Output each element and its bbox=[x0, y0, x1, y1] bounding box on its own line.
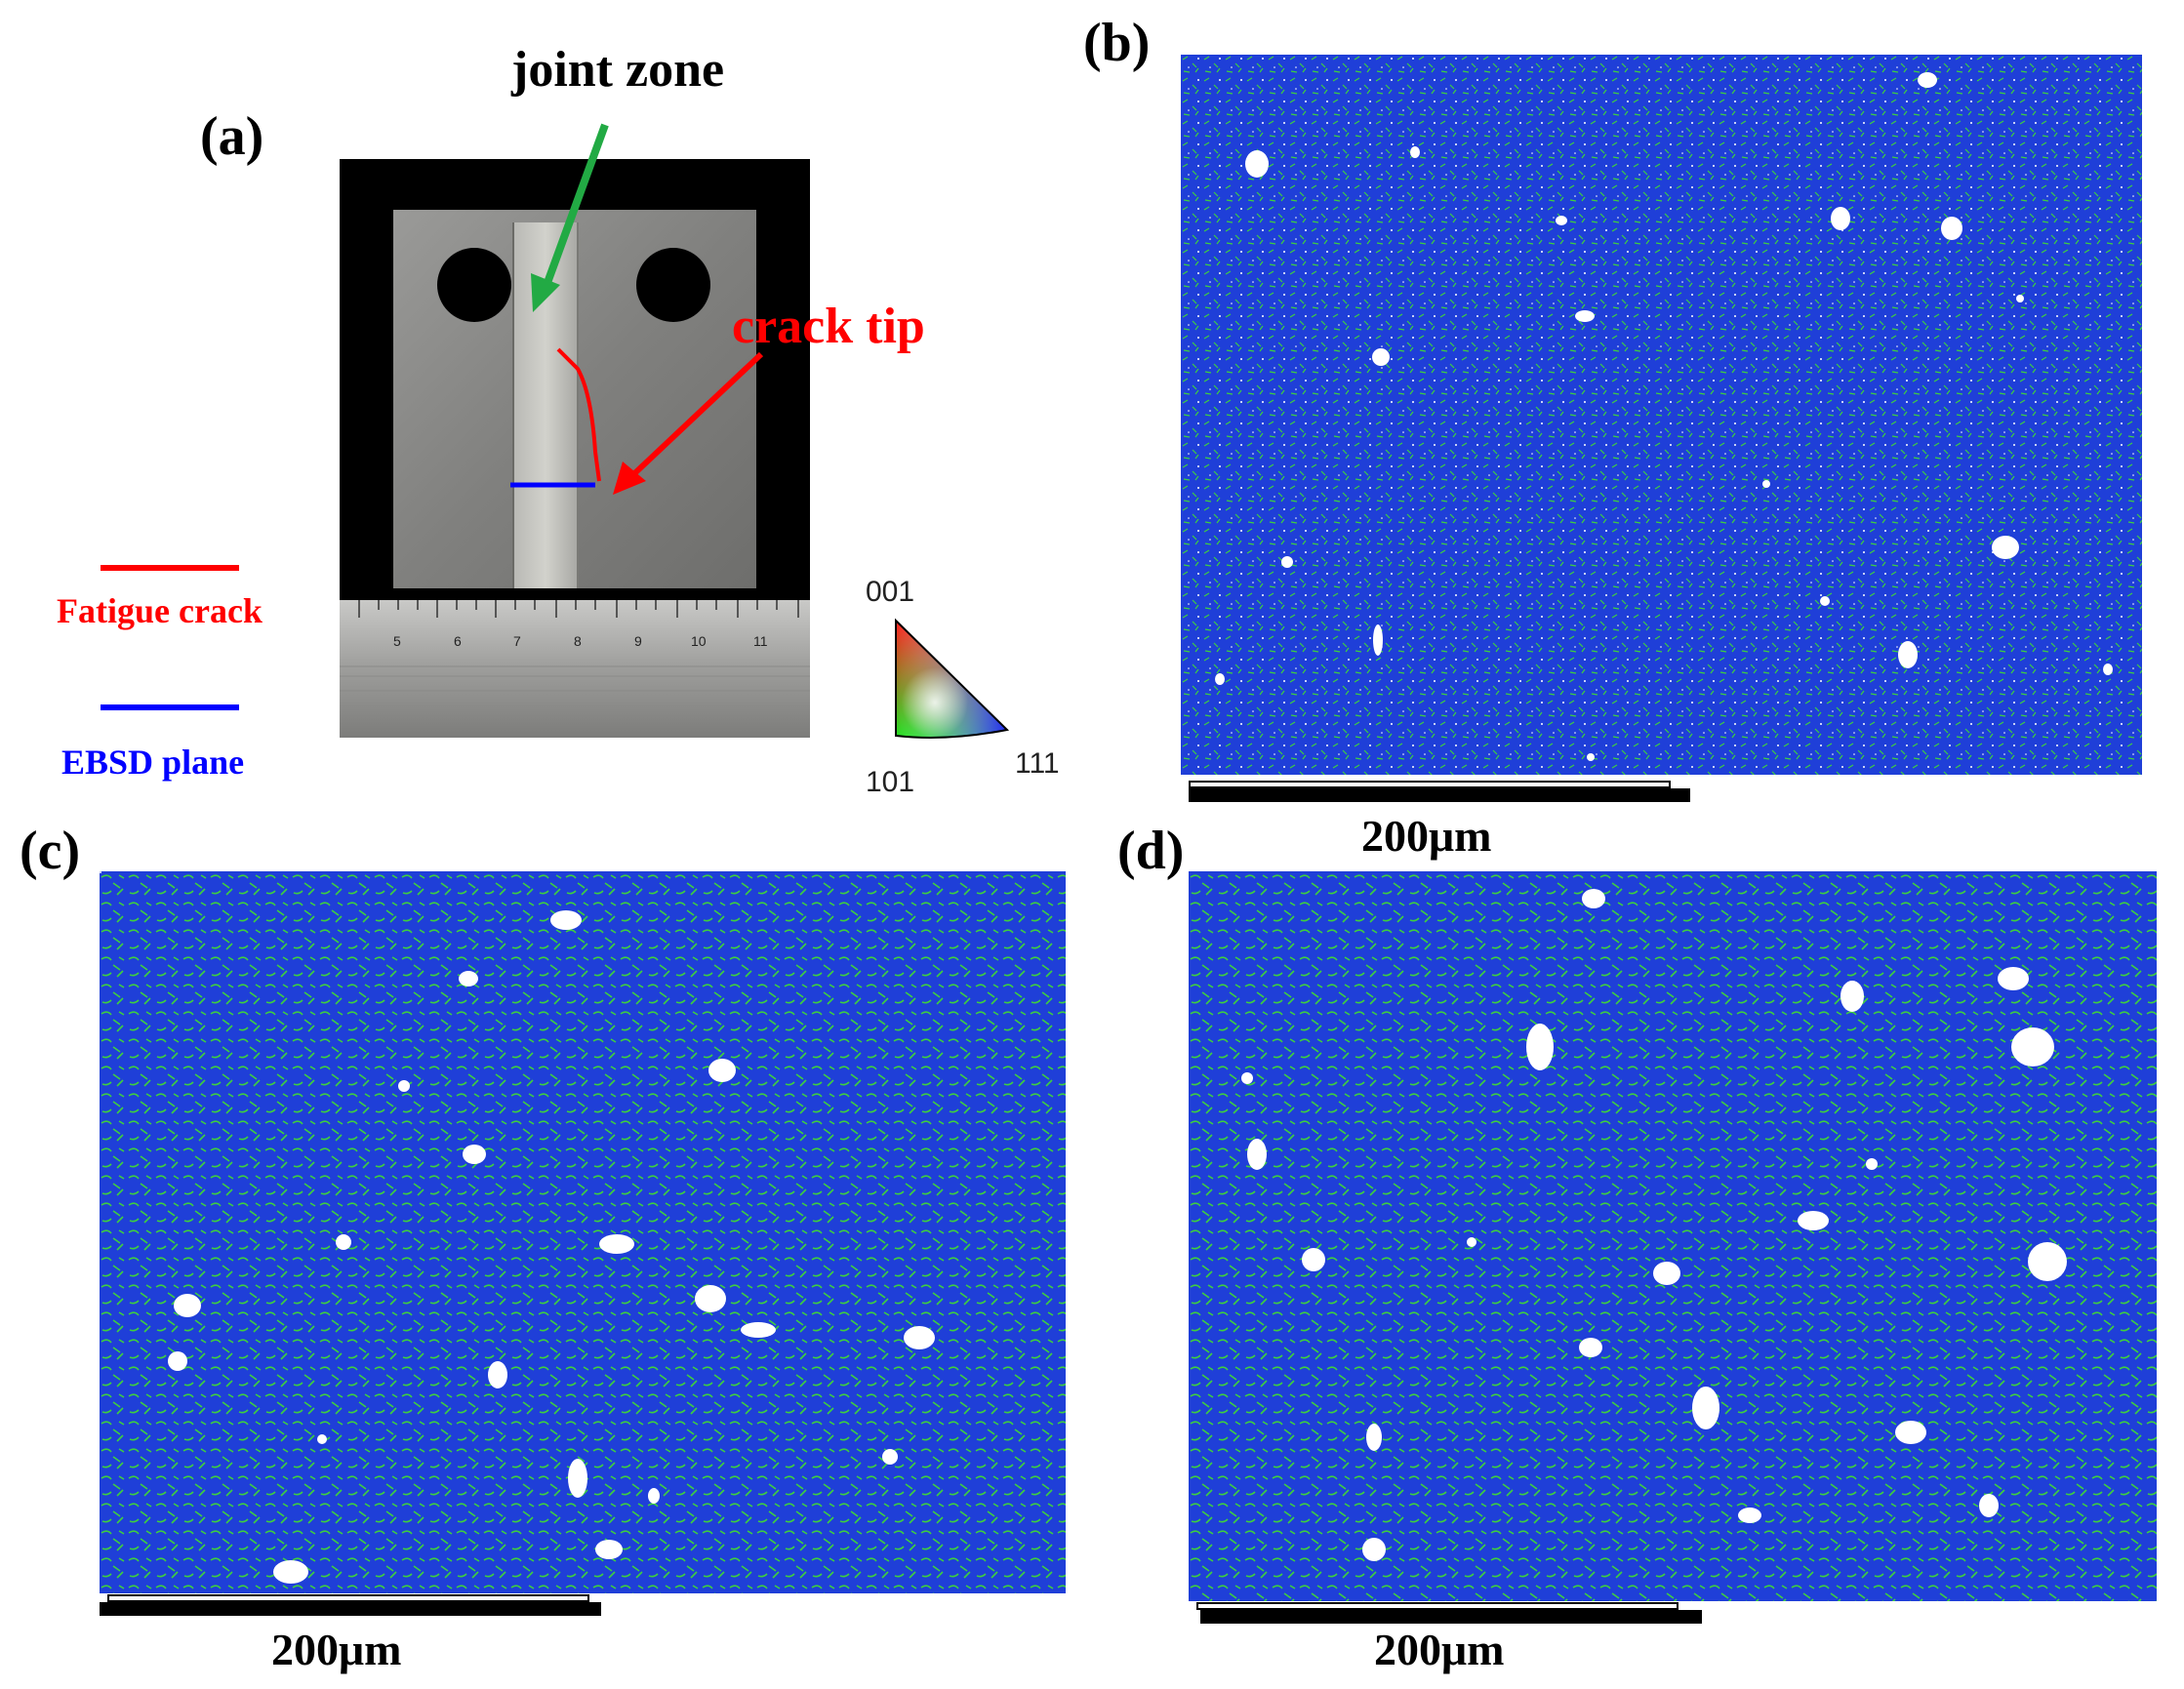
panel-c-scale-bar-label: 200μm bbox=[271, 1625, 402, 1674]
legend-fatigue-crack-swatch bbox=[101, 565, 239, 571]
ruler-ticks bbox=[358, 600, 799, 618]
crack-tip-arrow bbox=[613, 351, 764, 495]
ipf-color-key-triangle bbox=[895, 618, 1010, 739]
panel-d-scale-bar bbox=[1200, 1610, 1702, 1624]
ipf-key-label-101: 101 bbox=[866, 766, 915, 798]
panel-d-ebsd-map bbox=[1189, 871, 2157, 1601]
panel-b-scale-bar bbox=[1189, 788, 1690, 802]
ruler-tick-label: 9 bbox=[634, 633, 642, 649]
ruler-tick-label: 8 bbox=[574, 633, 582, 649]
ruler-tick-label: 10 bbox=[691, 633, 707, 649]
panel-b-label: (b) bbox=[1083, 13, 1151, 73]
crack-tip-label: crack tip bbox=[732, 299, 925, 354]
ruler-tick-label: 11 bbox=[753, 633, 768, 649]
joint-zone-arrow bbox=[531, 123, 609, 312]
legend-ebsd-plane-swatch bbox=[101, 704, 239, 710]
ruler-tick-label: 5 bbox=[393, 633, 401, 649]
panel-d-scale-bar-outline bbox=[1196, 1602, 1678, 1610]
panel-b-ebsd-map bbox=[1181, 55, 2142, 775]
specimen-photo-drawing bbox=[340, 210, 810, 738]
legend-ebsd-plane-label: EBSD plane bbox=[61, 743, 245, 782]
panel-d-particles bbox=[1241, 889, 2067, 1561]
panel-b-particles bbox=[1215, 72, 2113, 761]
legend-fatigue-crack-label: Fatigue crack bbox=[57, 591, 263, 630]
specimen-hole-left bbox=[437, 248, 511, 322]
panel-c-particles bbox=[100, 871, 935, 1584]
ipf-key-label-111: 111 bbox=[1015, 747, 1060, 780]
specimen-photo: 5 6 7 8 9 10 11 bbox=[340, 159, 810, 738]
ruler-tick-label: 6 bbox=[454, 633, 462, 649]
panel-a-label: (a) bbox=[200, 106, 264, 167]
specimen-hole-right bbox=[636, 248, 710, 322]
fatigue-crack-line bbox=[556, 347, 601, 482]
panel-c-scale-bar bbox=[100, 1602, 601, 1616]
ipf-key-label-001: 001 bbox=[866, 576, 915, 608]
panel-c-ebsd-map bbox=[100, 871, 1066, 1593]
panel-c-label: (c) bbox=[20, 821, 81, 881]
panel-d-label: (d) bbox=[1117, 821, 1185, 881]
joint-zone-label: joint zone bbox=[511, 42, 725, 98]
panel-c-scale-bar-outline bbox=[107, 1594, 589, 1602]
panel-d-scale-bar-label: 200μm bbox=[1374, 1625, 1505, 1674]
panel-b-scale-bar-outline bbox=[1189, 781, 1671, 788]
ruler-tick-label: 7 bbox=[513, 633, 521, 649]
panel-b-scale-bar-label: 200μm bbox=[1361, 811, 1492, 861]
